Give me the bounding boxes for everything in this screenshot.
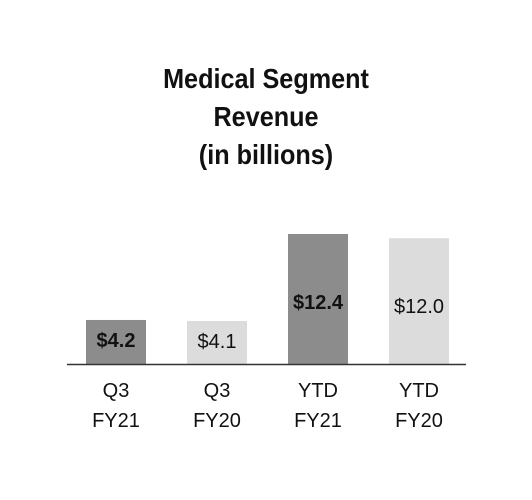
category-label-4-line-1: YTD xyxy=(399,380,439,402)
chart-title: Medical Segment Revenue (in billions) xyxy=(27,60,506,174)
category-label-1-line-1: Q3 xyxy=(103,380,130,402)
data-label-3: $12.4 xyxy=(293,292,344,314)
data-label-2: $4.1 xyxy=(198,331,237,353)
chart-title-line-2: Revenue xyxy=(213,101,319,132)
bar-1 xyxy=(86,319,146,364)
category-label-3-line-2: FY21 xyxy=(294,410,342,432)
chart-title-line-1: Medical Segment xyxy=(163,63,369,94)
category-label-2-line-1: Q3 xyxy=(204,380,231,402)
bar-3 xyxy=(288,234,348,364)
data-label-1: $4.2 xyxy=(97,330,136,352)
bar-4 xyxy=(389,238,449,364)
category-label-4-line-2: FY20 xyxy=(395,410,443,432)
category-label-2-line-2: FY20 xyxy=(193,410,241,432)
category-label-1-line-2: FY21 xyxy=(92,410,140,432)
chart-title-line-3: (in billions) xyxy=(198,139,334,170)
category-label-3-line-1: YTD xyxy=(298,380,338,402)
data-label-4: $12.0 xyxy=(394,296,444,318)
bar-2 xyxy=(187,321,247,364)
